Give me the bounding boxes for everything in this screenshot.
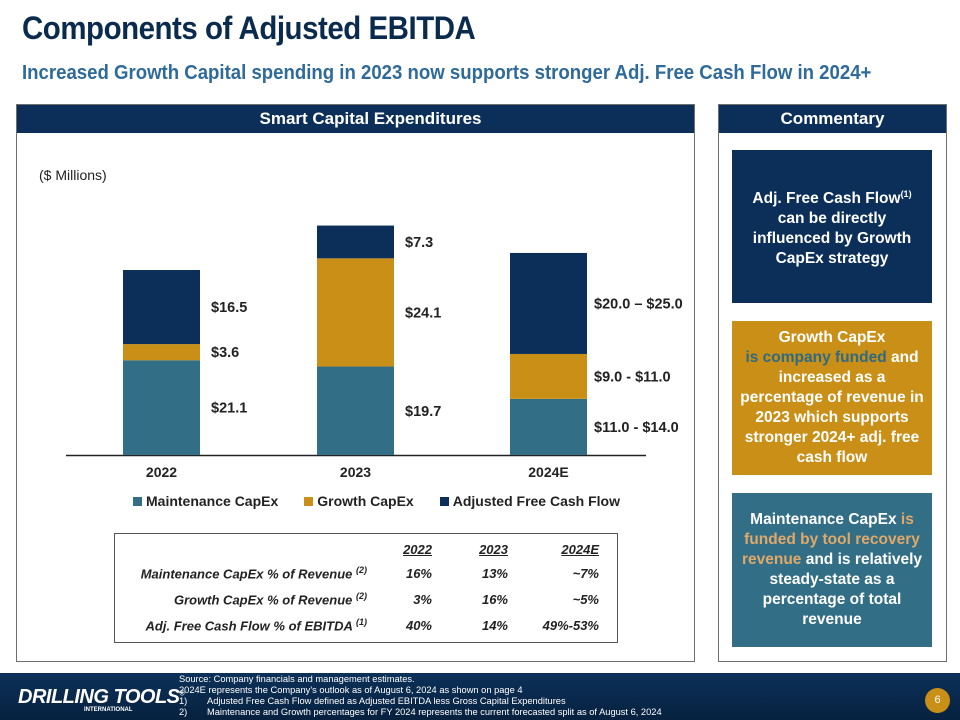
footnote-ref: (1) — [900, 188, 912, 199]
commentary-highlight: is funded by tool recovery revenue — [741, 511, 920, 568]
cell: 3% — [413, 591, 432, 607]
metrics-table-box: 2022 2023 2024E Maintenance CapEx % of R… — [114, 533, 618, 643]
legend-label: Growth CapEx — [317, 493, 414, 509]
page-subtitle: Increased Growth Capital spending in 202… — [22, 62, 872, 84]
legend-item-afcf: Adjusted Free Cash Flow — [439, 493, 620, 509]
bar-segment-growth-capex-2024E — [510, 353, 587, 399]
data-label: $11.0 - $14.0 — [594, 420, 679, 436]
units-label: ($ Millions) — [39, 167, 107, 183]
footer-bar: DRILLING TOOLS® INTERNATIONAL Source: Co… — [0, 673, 960, 720]
data-label: $20.0 – $25.0 — [594, 296, 683, 312]
cell: 40% — [405, 617, 432, 633]
table-row: Maintenance CapEx % of Revenue (2) 16% 1… — [115, 560, 599, 586]
capex-panel-header: Smart Capital Expenditures — [17, 105, 694, 133]
row-label: Growth CapEx % of Revenue — [173, 592, 353, 608]
data-label: $9.0 - $11.0 — [594, 369, 671, 385]
bar-segment-adjusted-free-cash-flow-2022 — [123, 270, 200, 345]
cell: 14% — [481, 617, 508, 633]
bar-segment-growth-capex-2023 — [317, 258, 394, 367]
page-number: 6 — [925, 688, 950, 713]
x-tick-label: 2023 — [340, 464, 371, 480]
cell: ~7% — [572, 565, 599, 581]
commentary-text: can be directly influenced by Growth Cap… — [752, 210, 912, 268]
data-label: $21.1 — [211, 401, 247, 417]
commentary-highlight: is company funded — [745, 349, 887, 366]
commentary-panel-header: Commentary — [719, 105, 946, 133]
cell: 13% — [481, 565, 508, 581]
column-header: 2022 — [403, 541, 432, 557]
logo-text: DRILLING TOOLS — [18, 686, 180, 708]
data-label: $24.1 — [405, 305, 441, 321]
column-header: 2023 — [479, 541, 508, 557]
company-logo: DRILLING TOOLS® — [18, 686, 185, 709]
column-header: 2024E — [561, 541, 599, 557]
source-note: Source: Company financials and managemen… — [179, 674, 415, 684]
commentary-text: and increased as a percentage of revenue… — [740, 349, 924, 466]
logo-registered: ® — [179, 690, 185, 698]
logo-subtext: INTERNATIONAL — [84, 707, 133, 713]
legend-item-growth: Growth CapEx — [304, 493, 414, 509]
table-row: Adj. Free Cash Flow % of EBITDA (1) 40% … — [115, 612, 599, 638]
x-tick-label: 2022 — [146, 464, 177, 480]
row-label: Maintenance CapEx % of Revenue — [140, 566, 353, 582]
commentary-text: Maintenance CapEx — [750, 511, 897, 528]
bar-segment-adjusted-free-cash-flow-2023 — [317, 225, 394, 259]
footnote-ref: (2) — [356, 564, 367, 575]
cell: 49%-53% — [542, 617, 599, 633]
data-label: $16.5 — [211, 300, 247, 316]
data-label: $7.3 — [405, 235, 433, 251]
footnote-ref: (2) — [356, 590, 367, 601]
bar-segment-maintenance-capex-2024E — [510, 398, 587, 455]
legend-swatch-maintenance — [133, 496, 142, 506]
table-row: Growth CapEx % of Revenue (2) 3% 16% ~5% — [115, 586, 599, 612]
commentary-box-growth: Growth CapEx is company funded and incre… — [732, 321, 932, 475]
cell: 16% — [481, 591, 508, 607]
metrics-table: 2022 2023 2024E Maintenance CapEx % of R… — [115, 538, 599, 638]
x-tick-label: 2024E — [528, 464, 568, 480]
footnotes: Source: Company financials and managemen… — [179, 674, 662, 718]
legend-label: Maintenance CapEx — [146, 493, 279, 509]
legend-label: Adjusted Free Cash Flow — [452, 493, 620, 509]
data-label: $3.6 — [211, 345, 239, 361]
commentary-box-afcf: Adj. Free Cash Flow(1) can be directly i… — [732, 150, 932, 303]
bar-segment-maintenance-capex-2022 — [123, 360, 200, 455]
outlook-note: 2024E represents the Company’s outlook a… — [179, 685, 523, 695]
footnote-ref: (1) — [356, 616, 367, 627]
page-title: Components of Adjusted EBITDA — [22, 10, 476, 46]
row-label: Adj. Free Cash Flow % of EBITDA — [145, 618, 353, 634]
chart-legend: Maintenance CapEx Growth CapEx Adjusted … — [133, 493, 620, 509]
legend-swatch-afcf — [439, 496, 449, 506]
footnote: 2) Maintenance and Growth percentages fo… — [179, 707, 662, 717]
commentary-text: Growth CapEx — [778, 329, 886, 346]
bar-segment-growth-capex-2022 — [123, 344, 200, 361]
bar-segment-adjusted-free-cash-flow-2024E — [510, 252, 587, 354]
commentary-box-maintenance: Maintenance CapEx is funded by tool reco… — [732, 493, 932, 647]
commentary-text: Adj. Free Cash Flow — [752, 190, 901, 208]
data-label: $19.7 — [405, 404, 441, 420]
cell: ~5% — [572, 591, 599, 607]
cell: 16% — [405, 565, 432, 581]
legend-swatch-growth — [304, 496, 314, 506]
legend-item-maintenance: Maintenance CapEx — [133, 493, 278, 509]
commentary-text: and is relatively steady-state as a perc… — [762, 551, 923, 628]
footnote: 1) Adjusted Free Cash Flow defined as Ad… — [179, 696, 566, 706]
table-header-row: 2022 2023 2024E — [115, 538, 599, 560]
bar-segment-maintenance-capex-2023 — [317, 366, 394, 455]
